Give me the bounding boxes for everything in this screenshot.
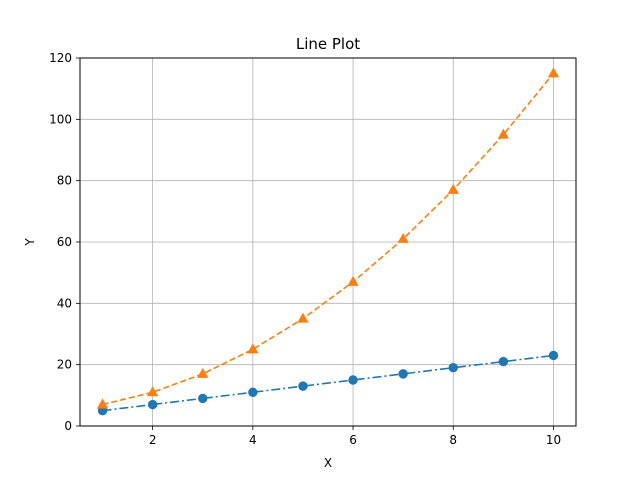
series-1-marker	[548, 350, 559, 361]
series-2-marker	[497, 128, 509, 139]
y-tick-label: 20	[57, 358, 72, 372]
series-2-marker	[397, 232, 409, 243]
series-2-line	[102, 72, 555, 406]
y-axis-label: Y	[23, 238, 37, 247]
x-tick-label: 6	[349, 433, 357, 447]
plot-series	[96, 67, 560, 416]
series-1-marker	[398, 369, 408, 379]
y-tick-label: 120	[49, 51, 72, 65]
chart-title: Line Plot	[296, 35, 360, 53]
series-1-marker	[448, 363, 458, 373]
y-tick-label: 100	[49, 112, 72, 126]
series-2-marker	[347, 275, 359, 286]
y-tick-label: 60	[57, 235, 72, 249]
series-1-line	[102, 354, 554, 412]
series-2-marker	[547, 67, 560, 78]
series-1-marker	[348, 375, 358, 385]
series-1-marker	[298, 381, 308, 391]
x-tick-label: 10	[546, 433, 561, 447]
y-tick-label: 0	[64, 419, 72, 433]
series-1-marker	[248, 387, 258, 397]
x-tick-label: 2	[149, 433, 157, 447]
series-2-marker	[247, 343, 259, 354]
x-tick-label: 4	[249, 433, 257, 447]
series-1-marker	[147, 399, 158, 410]
series-2-marker	[447, 183, 459, 194]
x-tick-label: 8	[449, 433, 457, 447]
series-2-marker	[197, 367, 209, 378]
series-2-marker	[147, 386, 159, 397]
y-tick-label: 40	[57, 296, 72, 310]
y-tick-label: 80	[57, 174, 72, 188]
x-axis-label: X	[324, 456, 332, 470]
series-2-marker	[96, 398, 109, 409]
series-2-marker	[297, 312, 309, 323]
series-1-marker	[498, 356, 509, 367]
series-1-marker	[198, 393, 208, 404]
